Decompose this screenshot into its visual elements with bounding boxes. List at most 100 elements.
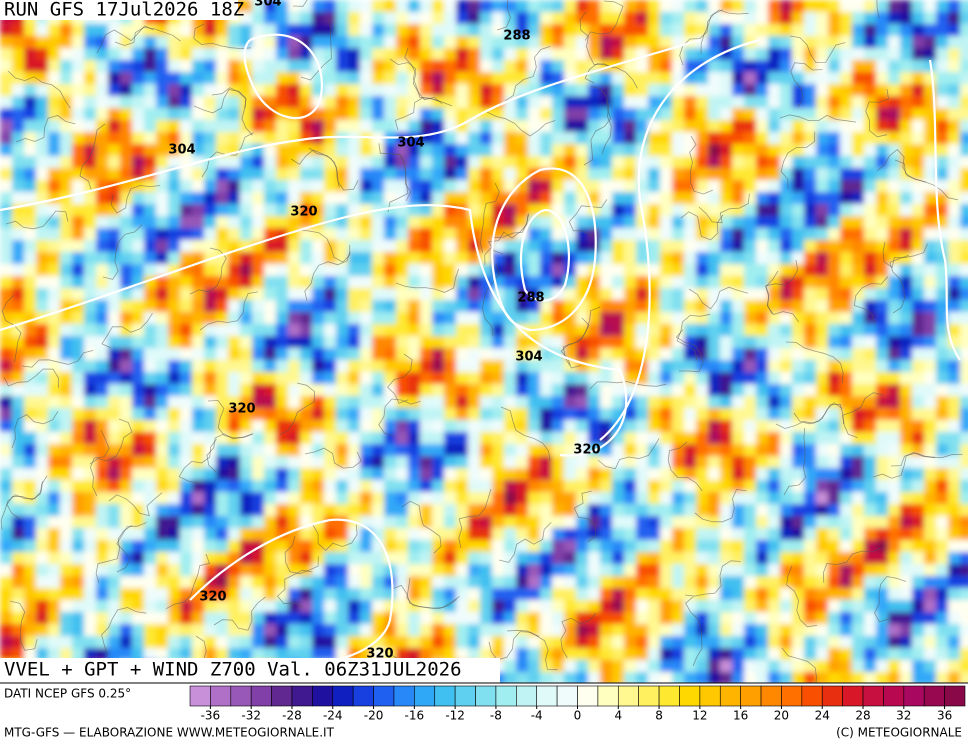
field-cell [612,384,625,397]
field-cell [144,396,157,409]
field-cell [312,36,325,49]
field-cell [12,456,25,469]
field-cell [924,36,937,49]
field-cell [540,396,553,409]
field-cell [432,528,445,541]
field-cell [720,144,733,157]
field-cell [900,204,913,217]
field-cell [648,624,661,637]
field-cell [612,648,625,661]
field-cell [48,348,61,361]
field-cell [924,300,937,313]
field-cell [768,168,781,181]
field-cell [96,240,109,253]
field-cell [612,528,625,541]
field-cell [576,372,589,385]
field-cell [348,588,361,601]
field-cell [288,132,301,145]
field-cell [96,216,109,229]
field-cell [156,516,169,529]
field-cell [768,72,781,85]
field-cell [648,156,661,169]
field-cell [684,612,697,625]
field-cell [192,504,205,517]
field-cell [540,120,553,133]
field-cell [780,12,793,25]
field-cell [588,384,601,397]
field-cell [588,456,601,469]
field-cell [264,300,277,313]
field-cell [828,312,841,325]
field-cell [684,84,697,97]
field-cell [528,384,541,397]
field-cell [192,48,205,61]
field-cell [336,144,349,157]
field-cell [228,552,241,565]
field-cell [468,480,481,493]
field-cell [528,252,541,265]
field-cell [60,48,73,61]
streamline [298,229,351,263]
field-cell [516,204,529,217]
field-cell [288,180,301,193]
field-cell [420,552,433,565]
field-cell [624,576,637,589]
field-cell [216,528,229,541]
field-cell [600,396,613,409]
field-cell [480,192,493,205]
field-cell [132,636,145,649]
field-cell [696,528,709,541]
field-cell [300,324,313,337]
field-cell [900,672,913,683]
field-cell [192,72,205,85]
field-cell [384,504,397,517]
field-cell [96,24,109,37]
field-cell [96,72,109,85]
field-cell [216,120,229,133]
field-cell [180,36,193,49]
colorbar-tick-label: -4 [531,709,543,723]
field-cell [108,636,121,649]
field-cell [444,144,457,157]
field-cell [228,72,241,85]
field-cell [180,576,193,589]
field-cell [264,60,277,73]
field-cell [108,312,121,325]
field-cell [36,24,49,37]
field-cell [864,408,877,421]
field-cell [756,444,769,457]
field-cell [444,312,457,325]
field-cell [336,84,349,97]
field-cell [600,168,613,181]
field-cell [516,60,529,73]
field-cell [744,228,757,241]
field-cell [456,360,469,373]
field-cell [36,276,49,289]
field-cell [120,288,133,301]
field-cell [288,324,301,337]
field-cell [828,24,841,37]
field-cell [180,372,193,385]
field-cell [516,156,529,169]
field-cell [804,516,817,529]
field-cell [144,288,157,301]
field-cell [648,276,661,289]
field-cell [264,12,277,25]
field-cell [780,24,793,37]
field-cell [216,432,229,445]
field-cell [528,24,541,37]
field-cell [756,252,769,265]
field-cell [504,492,517,505]
field-cell [120,612,133,625]
field-cell [372,96,385,109]
field-cell [300,84,313,97]
field-cell [36,108,49,121]
field-cell [96,588,109,601]
field-cell [960,396,968,409]
field-cell [648,252,661,265]
field-cell [156,72,169,85]
field-cell [72,36,85,49]
field-cell [420,12,433,25]
field-cell [12,156,25,169]
field-cell [348,624,361,637]
